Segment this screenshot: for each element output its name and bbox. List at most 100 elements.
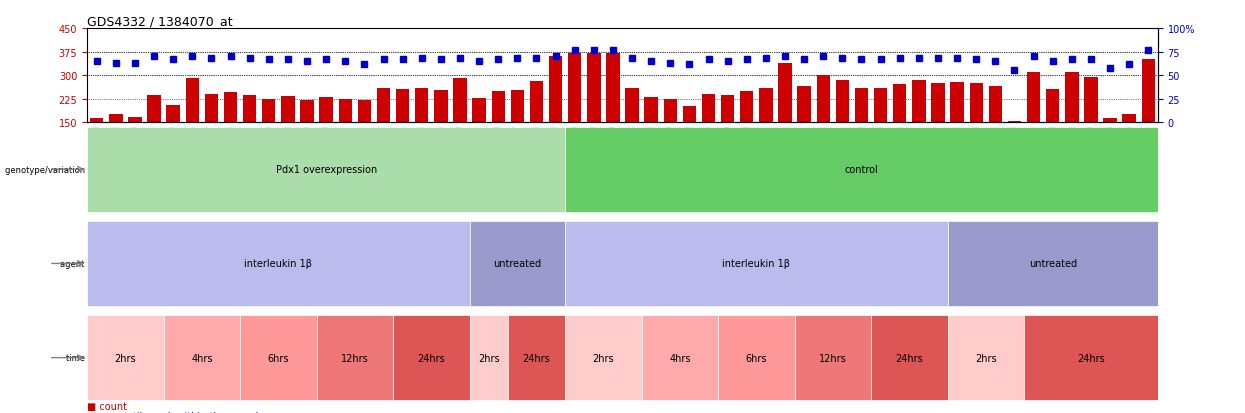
Bar: [224, 93, 238, 170]
Text: 12hrs: 12hrs: [819, 353, 847, 363]
Bar: [339, 100, 352, 170]
FancyBboxPatch shape: [718, 316, 794, 400]
FancyBboxPatch shape: [87, 316, 163, 400]
Bar: [855, 88, 868, 170]
Bar: [817, 76, 830, 170]
Bar: [740, 92, 753, 170]
Bar: [970, 84, 982, 170]
Bar: [492, 92, 505, 170]
Bar: [759, 89, 773, 170]
Bar: [798, 87, 810, 170]
Bar: [606, 54, 620, 170]
FancyBboxPatch shape: [565, 316, 641, 400]
Bar: [128, 118, 142, 170]
Bar: [453, 79, 467, 170]
Bar: [357, 101, 371, 170]
Text: time: time: [66, 353, 87, 362]
Text: agent: agent: [60, 259, 87, 268]
FancyBboxPatch shape: [872, 316, 947, 400]
Bar: [893, 85, 906, 170]
Bar: [243, 96, 256, 170]
Bar: [110, 115, 122, 170]
FancyBboxPatch shape: [469, 221, 565, 306]
Bar: [204, 95, 218, 170]
FancyBboxPatch shape: [316, 316, 393, 400]
Bar: [167, 106, 179, 170]
Text: 2hrs: 2hrs: [593, 353, 614, 363]
Bar: [1007, 121, 1021, 170]
Text: ■ count: ■ count: [87, 401, 127, 411]
Text: ■ percentile rank within the sample: ■ percentile rank within the sample: [87, 411, 264, 413]
FancyBboxPatch shape: [469, 316, 508, 400]
Bar: [568, 54, 581, 170]
FancyBboxPatch shape: [947, 221, 1158, 306]
Text: 24hrs: 24hrs: [1077, 353, 1104, 363]
Text: untreated: untreated: [1028, 259, 1077, 269]
Bar: [530, 82, 543, 170]
Text: 2hrs: 2hrs: [975, 353, 996, 363]
Text: 6hrs: 6hrs: [268, 353, 289, 363]
Bar: [835, 81, 849, 170]
Text: 12hrs: 12hrs: [341, 353, 369, 363]
Bar: [702, 95, 715, 170]
FancyBboxPatch shape: [393, 316, 469, 400]
Bar: [90, 119, 103, 170]
Bar: [950, 83, 964, 170]
Bar: [320, 98, 332, 170]
Text: untreated: untreated: [493, 259, 542, 269]
Bar: [472, 98, 486, 170]
FancyBboxPatch shape: [87, 221, 469, 306]
Text: 2hrs: 2hrs: [478, 353, 499, 363]
Bar: [510, 91, 524, 170]
Bar: [682, 107, 696, 170]
Bar: [913, 81, 925, 170]
Text: 24hrs: 24hrs: [895, 353, 924, 363]
FancyBboxPatch shape: [641, 316, 718, 400]
Text: 6hrs: 6hrs: [746, 353, 767, 363]
Text: interleukin 1β: interleukin 1β: [722, 259, 791, 269]
Bar: [931, 84, 945, 170]
Text: 4hrs: 4hrs: [192, 353, 213, 363]
FancyBboxPatch shape: [240, 316, 316, 400]
Bar: [1103, 119, 1117, 170]
Bar: [625, 89, 639, 170]
Bar: [1027, 73, 1041, 170]
Text: genotype/variation: genotype/variation: [5, 165, 87, 174]
Bar: [1046, 90, 1059, 170]
Text: control: control: [844, 165, 879, 175]
Bar: [588, 54, 600, 170]
Bar: [874, 89, 888, 170]
Bar: [778, 63, 792, 170]
Text: GDS4332 / 1384070_at: GDS4332 / 1384070_at: [87, 15, 233, 28]
FancyBboxPatch shape: [794, 316, 872, 400]
FancyBboxPatch shape: [508, 316, 565, 400]
Bar: [377, 88, 390, 170]
Text: 24hrs: 24hrs: [417, 353, 446, 363]
Bar: [1084, 78, 1098, 170]
Text: Pdx1 overexpression: Pdx1 overexpression: [275, 165, 377, 175]
Bar: [435, 91, 447, 170]
FancyBboxPatch shape: [565, 221, 947, 306]
Bar: [415, 89, 428, 170]
Bar: [1142, 60, 1155, 170]
Bar: [989, 87, 1002, 170]
Bar: [1123, 115, 1135, 170]
Bar: [263, 100, 275, 170]
FancyBboxPatch shape: [87, 128, 565, 212]
Bar: [396, 90, 410, 170]
FancyBboxPatch shape: [1025, 316, 1158, 400]
Bar: [645, 98, 657, 170]
Bar: [549, 57, 563, 170]
Text: 2hrs: 2hrs: [115, 353, 136, 363]
Text: 4hrs: 4hrs: [669, 353, 691, 363]
FancyBboxPatch shape: [947, 316, 1025, 400]
Bar: [147, 96, 161, 170]
Bar: [186, 79, 199, 170]
Text: 24hrs: 24hrs: [523, 353, 550, 363]
Bar: [281, 97, 295, 170]
Bar: [1066, 73, 1078, 170]
FancyBboxPatch shape: [163, 316, 240, 400]
Bar: [300, 101, 314, 170]
Bar: [664, 100, 677, 170]
FancyBboxPatch shape: [565, 128, 1158, 212]
